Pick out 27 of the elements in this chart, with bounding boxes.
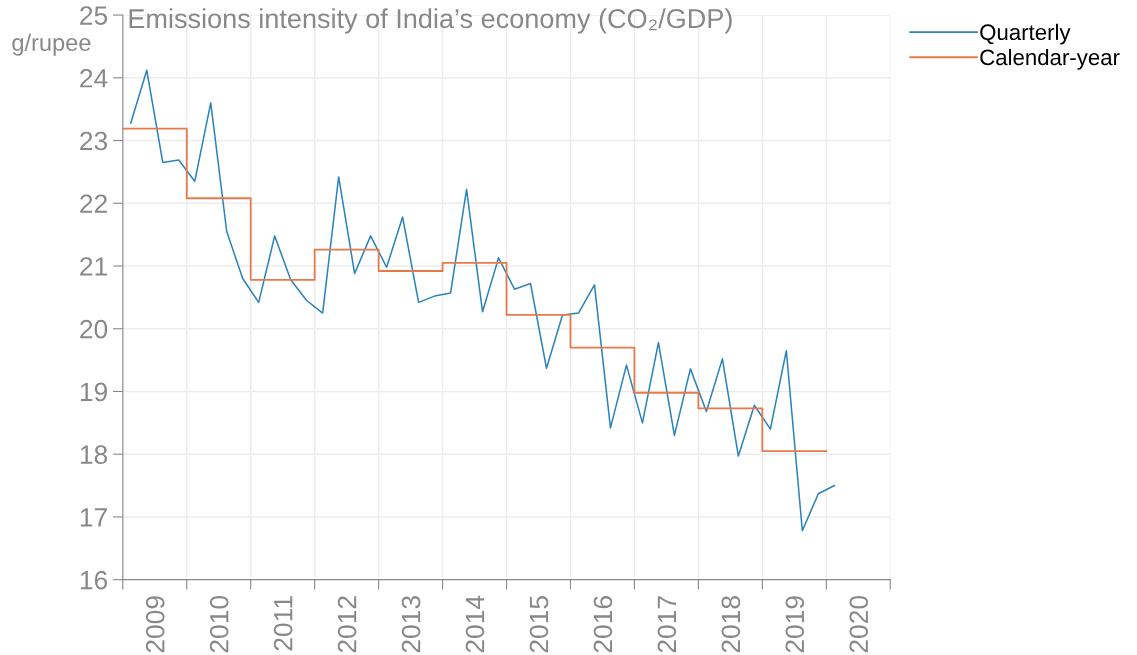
y-tick-label: 20 bbox=[80, 319, 108, 339]
y-tick-label: 24 bbox=[80, 68, 108, 88]
x-tick-label: 2016 bbox=[593, 596, 613, 653]
y-tick-label: 23 bbox=[80, 131, 108, 151]
x-tick-label: 2012 bbox=[337, 596, 357, 653]
legend-label: Quarterly bbox=[980, 23, 1071, 45]
y-tick-label: 19 bbox=[80, 382, 107, 402]
line-series bbox=[130, 69, 836, 532]
y-tick-label: 16 bbox=[80, 570, 108, 590]
y-tick-label: 17 bbox=[80, 508, 107, 527]
x-tick-label: 2014 bbox=[465, 595, 485, 653]
x-tick-label: 2010 bbox=[209, 595, 229, 653]
y-tick-label: 22 bbox=[80, 194, 107, 213]
y-axis-title: g/rupee bbox=[12, 33, 91, 56]
x-tick-label: 2019 bbox=[785, 596, 805, 653]
x-tick-label: 2011 bbox=[273, 596, 293, 651]
y-tick-label: 18 bbox=[80, 445, 108, 465]
x-tick-label: 2017 bbox=[657, 596, 677, 653]
chart-title: Emissions intensity of India’s economy (CO₂/GDP) bbox=[129, 8, 732, 34]
legend-label: Calendar-year bbox=[980, 48, 1120, 70]
x-tick-label: 2018 bbox=[721, 596, 741, 653]
y-tick-label: 21 bbox=[80, 257, 107, 276]
x-tick-label: 2013 bbox=[401, 596, 421, 653]
x-tick-label: 2015 bbox=[529, 596, 549, 653]
x-tick-label: 2009 bbox=[145, 596, 165, 653]
x-tick-label: 2020 bbox=[849, 595, 869, 653]
y-tick-label: 25 bbox=[80, 6, 108, 25]
